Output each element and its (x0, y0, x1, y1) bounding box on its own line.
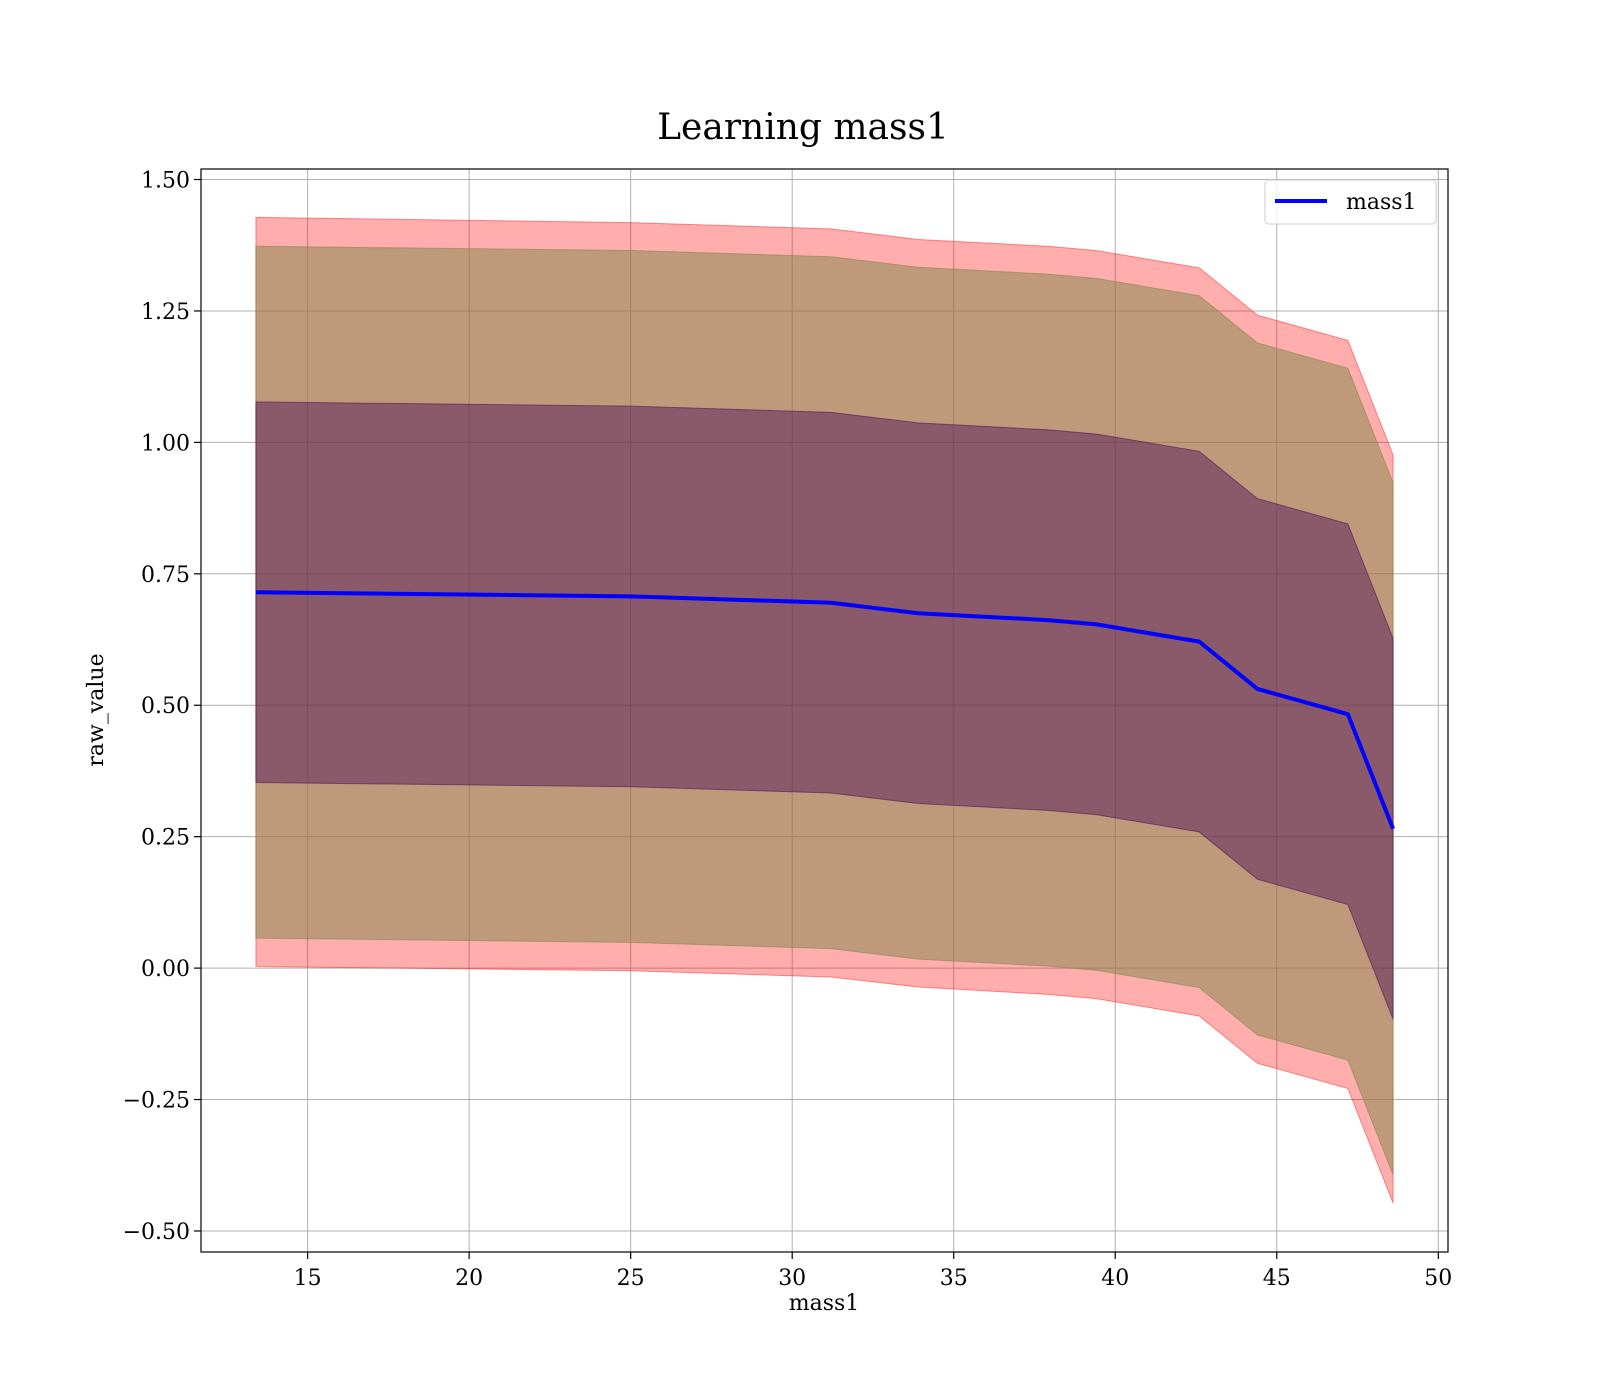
series-lines (255, 590, 1395, 830)
legend: mass1 (1264, 179, 1437, 225)
y-tick-label: 1.50 (141, 169, 190, 194)
x-tick-label: 35 (940, 1266, 968, 1291)
plot-frame (200, 168, 1449, 1253)
band-inner (255, 401, 1394, 1020)
x-tick-label: 15 (294, 1266, 322, 1291)
y-axis-label: raw_value (84, 653, 109, 766)
y-tick-label: 0.75 (141, 563, 190, 588)
x-tick-label: 30 (778, 1266, 806, 1291)
y-tick-label: 1.00 (141, 431, 190, 456)
x-tick-label: 25 (617, 1266, 645, 1291)
chart-title: Learning mass1 (657, 107, 949, 148)
series-line-mass1 (255, 590, 1395, 830)
confidence-bands (255, 216, 1394, 1204)
x-axis-label: mass1 (789, 1291, 860, 1316)
x-tick-label: 20 (455, 1266, 483, 1291)
legend-label: mass1 (1346, 190, 1417, 215)
y-tick-label: −0.50 (123, 1220, 190, 1245)
y-tick-label: 0.00 (141, 957, 190, 982)
x-tick-label: 50 (1424, 1266, 1452, 1291)
x-ticks: 15 20 25 30 35 40 45 50 (294, 1252, 1452, 1291)
x-tick-label: 40 (1101, 1266, 1129, 1291)
legend-box (1264, 179, 1437, 225)
y-tick-label: 1.25 (141, 300, 190, 325)
band-middle (255, 245, 1394, 1175)
y-tick-label: −0.25 (123, 1089, 190, 1114)
y-tick-label: 0.50 (141, 694, 190, 719)
y-ticks: −0.50 −0.25 0.00 0.25 0.50 0.75 1.00 1.25 1.50 (123, 169, 201, 1245)
x-tick-label: 45 (1263, 1266, 1291, 1291)
y-tick-label: 0.25 (141, 826, 190, 851)
